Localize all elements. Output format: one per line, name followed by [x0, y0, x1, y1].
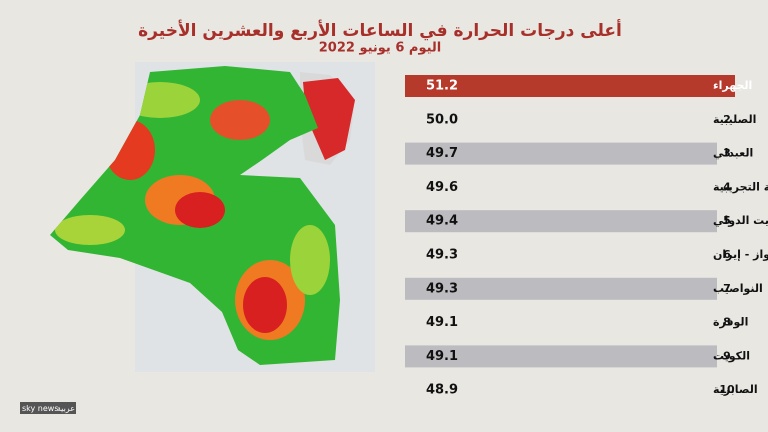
row-shade	[405, 142, 717, 165]
row-name: العبدلي	[713, 147, 753, 160]
row-name: الصليبية	[713, 113, 756, 126]
row-name: الجهراء	[713, 79, 752, 92]
logo: sky news عربية	[20, 402, 76, 414]
row-rank: 5	[723, 214, 731, 227]
row-value: 48.9	[426, 383, 458, 398]
row-name: المزرعة التجريبية	[713, 180, 768, 193]
row-shade	[405, 345, 717, 368]
row-shade	[405, 210, 717, 233]
row-rank: 8	[723, 316, 731, 329]
row-rank: 7	[723, 282, 731, 295]
logo-brand: sky news	[22, 404, 59, 413]
row-name: الأهواز - إيران	[713, 247, 768, 261]
row-shade	[405, 277, 717, 300]
row-value: 51.2	[426, 79, 458, 94]
row-value: 49.6	[426, 180, 458, 195]
row-rank: 6	[723, 248, 731, 261]
row-value: 49.3	[426, 248, 458, 263]
logo-box	[20, 402, 76, 414]
subtitle: اليوم 6 يونيو 2022	[319, 41, 442, 56]
row-rank: 9	[723, 349, 731, 362]
row-rank: 2	[723, 113, 731, 126]
row-value: 49.3	[426, 281, 458, 296]
row-rank: 4	[723, 180, 731, 193]
row-value: 49.4	[426, 214, 458, 229]
row-name: الصابرية	[713, 383, 758, 396]
row-rank: 3	[723, 147, 731, 160]
row-rank: 10	[719, 383, 735, 396]
row-name: الكويت	[713, 349, 750, 362]
logo-script: عربية	[57, 404, 75, 413]
row-value: 50.0	[426, 112, 458, 127]
row-highlight	[405, 75, 735, 97]
row-name: الوفرة	[713, 316, 748, 329]
row-value: 49.7	[426, 146, 458, 161]
bubiyan	[303, 78, 355, 160]
row-name: مطار الكويت الدولي	[713, 214, 768, 227]
row-value: 49.1	[426, 315, 458, 330]
row-name: النواصيب	[713, 282, 763, 295]
title: أعلى درجات الحرارة في الساعات الأربع وال…	[138, 19, 622, 41]
row-value: 49.1	[426, 349, 458, 364]
